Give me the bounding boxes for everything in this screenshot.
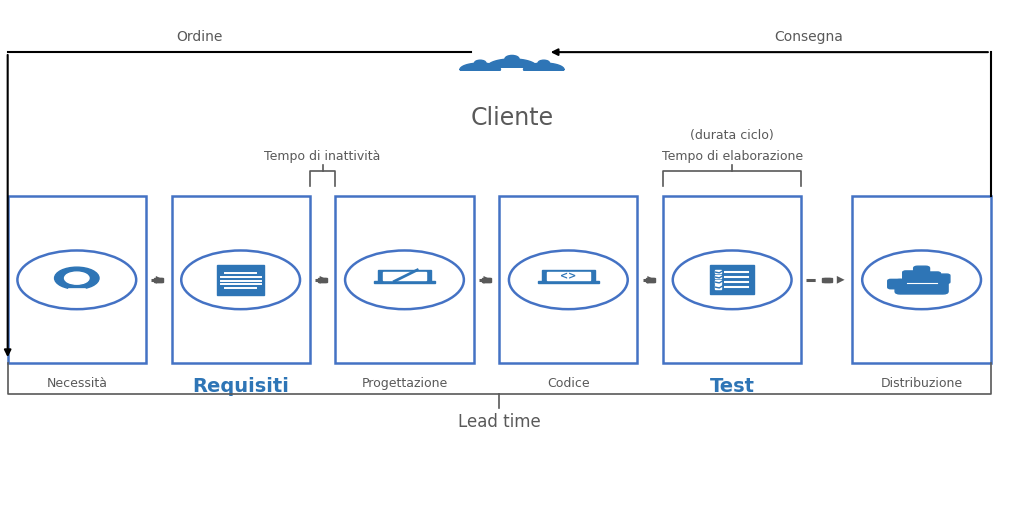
FancyBboxPatch shape (155, 278, 163, 282)
FancyBboxPatch shape (895, 280, 948, 294)
FancyBboxPatch shape (378, 271, 431, 281)
FancyBboxPatch shape (374, 281, 435, 283)
FancyBboxPatch shape (823, 278, 831, 282)
Text: Lead time: Lead time (458, 412, 541, 430)
FancyBboxPatch shape (318, 278, 327, 282)
Text: Ordine: Ordine (176, 30, 222, 44)
FancyBboxPatch shape (913, 267, 930, 284)
Text: Consegna: Consegna (774, 30, 843, 44)
FancyBboxPatch shape (664, 197, 801, 364)
Text: Tempo di inattività: Tempo di inattività (264, 149, 381, 163)
Text: <>: <> (560, 271, 577, 281)
Circle shape (538, 61, 550, 67)
FancyBboxPatch shape (336, 197, 473, 364)
Polygon shape (487, 60, 537, 68)
Text: Test: Test (710, 376, 755, 395)
Polygon shape (460, 64, 501, 71)
FancyBboxPatch shape (715, 286, 721, 289)
FancyBboxPatch shape (482, 278, 490, 282)
FancyBboxPatch shape (171, 197, 309, 364)
Circle shape (474, 61, 486, 67)
FancyBboxPatch shape (715, 281, 721, 284)
FancyBboxPatch shape (482, 278, 490, 282)
Circle shape (65, 273, 89, 285)
Text: Distribuzione: Distribuzione (881, 376, 963, 389)
FancyBboxPatch shape (155, 278, 163, 282)
FancyBboxPatch shape (217, 265, 264, 295)
Text: Tempo di elaborazione: Tempo di elaborazione (662, 149, 803, 163)
Circle shape (505, 57, 519, 63)
Text: Codice: Codice (547, 376, 590, 389)
FancyBboxPatch shape (903, 271, 916, 284)
FancyBboxPatch shape (547, 273, 590, 280)
FancyBboxPatch shape (927, 272, 940, 284)
FancyBboxPatch shape (936, 275, 950, 284)
FancyBboxPatch shape (852, 197, 991, 364)
Circle shape (54, 268, 99, 289)
FancyBboxPatch shape (646, 278, 654, 282)
FancyBboxPatch shape (7, 197, 146, 364)
FancyBboxPatch shape (538, 281, 599, 283)
FancyBboxPatch shape (710, 266, 755, 294)
Text: Necessità: Necessità (46, 376, 108, 389)
Text: Cliente: Cliente (470, 106, 554, 130)
FancyBboxPatch shape (646, 278, 654, 282)
FancyBboxPatch shape (500, 197, 637, 364)
FancyBboxPatch shape (542, 271, 595, 281)
Polygon shape (523, 64, 564, 71)
Text: Progettazione: Progettazione (361, 376, 447, 389)
FancyBboxPatch shape (318, 278, 327, 282)
Text: Requisiti: Requisiti (193, 376, 289, 395)
Polygon shape (66, 283, 88, 289)
FancyBboxPatch shape (383, 273, 426, 280)
FancyBboxPatch shape (715, 271, 721, 274)
FancyBboxPatch shape (888, 280, 903, 289)
Text: (durata ciclo): (durata ciclo) (690, 128, 774, 141)
FancyBboxPatch shape (822, 278, 830, 282)
FancyBboxPatch shape (715, 276, 721, 279)
